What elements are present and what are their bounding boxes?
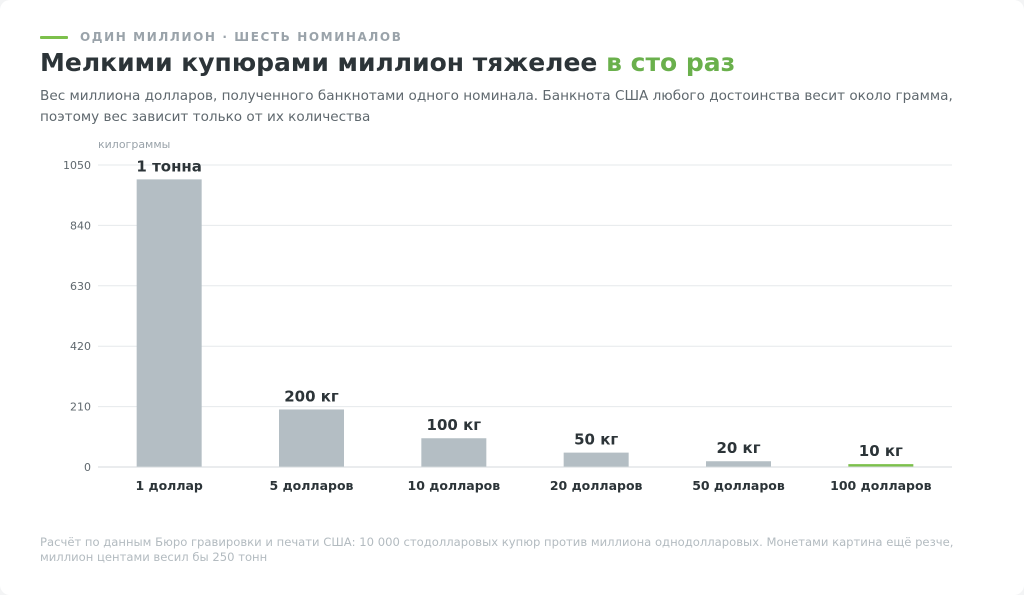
bar — [136, 179, 202, 467]
footnote: Расчёт по данным Бюро гравировки и печат… — [40, 535, 954, 564]
y-axis-label: килограммы — [98, 138, 170, 151]
x-tick-label: 100 долларов — [830, 478, 931, 493]
chart-title-main: Мелкими купюрами миллион тяжелее — [40, 48, 598, 77]
bar — [279, 409, 344, 467]
bar — [421, 438, 487, 467]
bar — [848, 464, 914, 467]
data-label: 50 кг — [574, 431, 618, 449]
bar — [563, 452, 629, 467]
x-tick-label: 1 доллар — [135, 478, 202, 493]
kicker-text: ОДИН МИЛЛИОН · ШЕСТЬ НОМИНАЛОВ — [80, 30, 403, 44]
data-label: 100 кг — [427, 416, 482, 434]
y-tick-label: 1050 — [63, 159, 91, 172]
x-tick-label: 5 долларов — [270, 478, 354, 493]
kicker-accent-line — [40, 35, 68, 39]
y-tick-label: 630 — [70, 280, 91, 293]
x-tick-label: 20 долларов — [550, 478, 643, 493]
y-tick-label: 210 — [70, 401, 91, 414]
chart-title: Мелкими купюрами миллион тяжелее в сто р… — [40, 48, 735, 77]
y-tick-label: 840 — [70, 219, 91, 232]
y-tick-label: 420 — [70, 340, 91, 353]
x-tick-label: 10 долларов — [408, 478, 501, 493]
data-label: 20 кг — [716, 439, 760, 457]
chart-subtitle: Вес миллиона долларов, полученного банкн… — [40, 88, 953, 125]
kicker: ОДИН МИЛЛИОН · ШЕСТЬ НОМИНАЛОВ — [40, 29, 402, 45]
bar — [706, 461, 771, 467]
data-label: 1 тонна — [136, 157, 202, 175]
y-tick-label: 0 — [84, 461, 91, 474]
data-label: 200 кг — [284, 387, 339, 405]
x-tick-label: 50 долларов — [692, 478, 785, 493]
chart-title-accent: в сто раз — [606, 48, 736, 77]
data-label: 10 кг — [859, 442, 903, 460]
